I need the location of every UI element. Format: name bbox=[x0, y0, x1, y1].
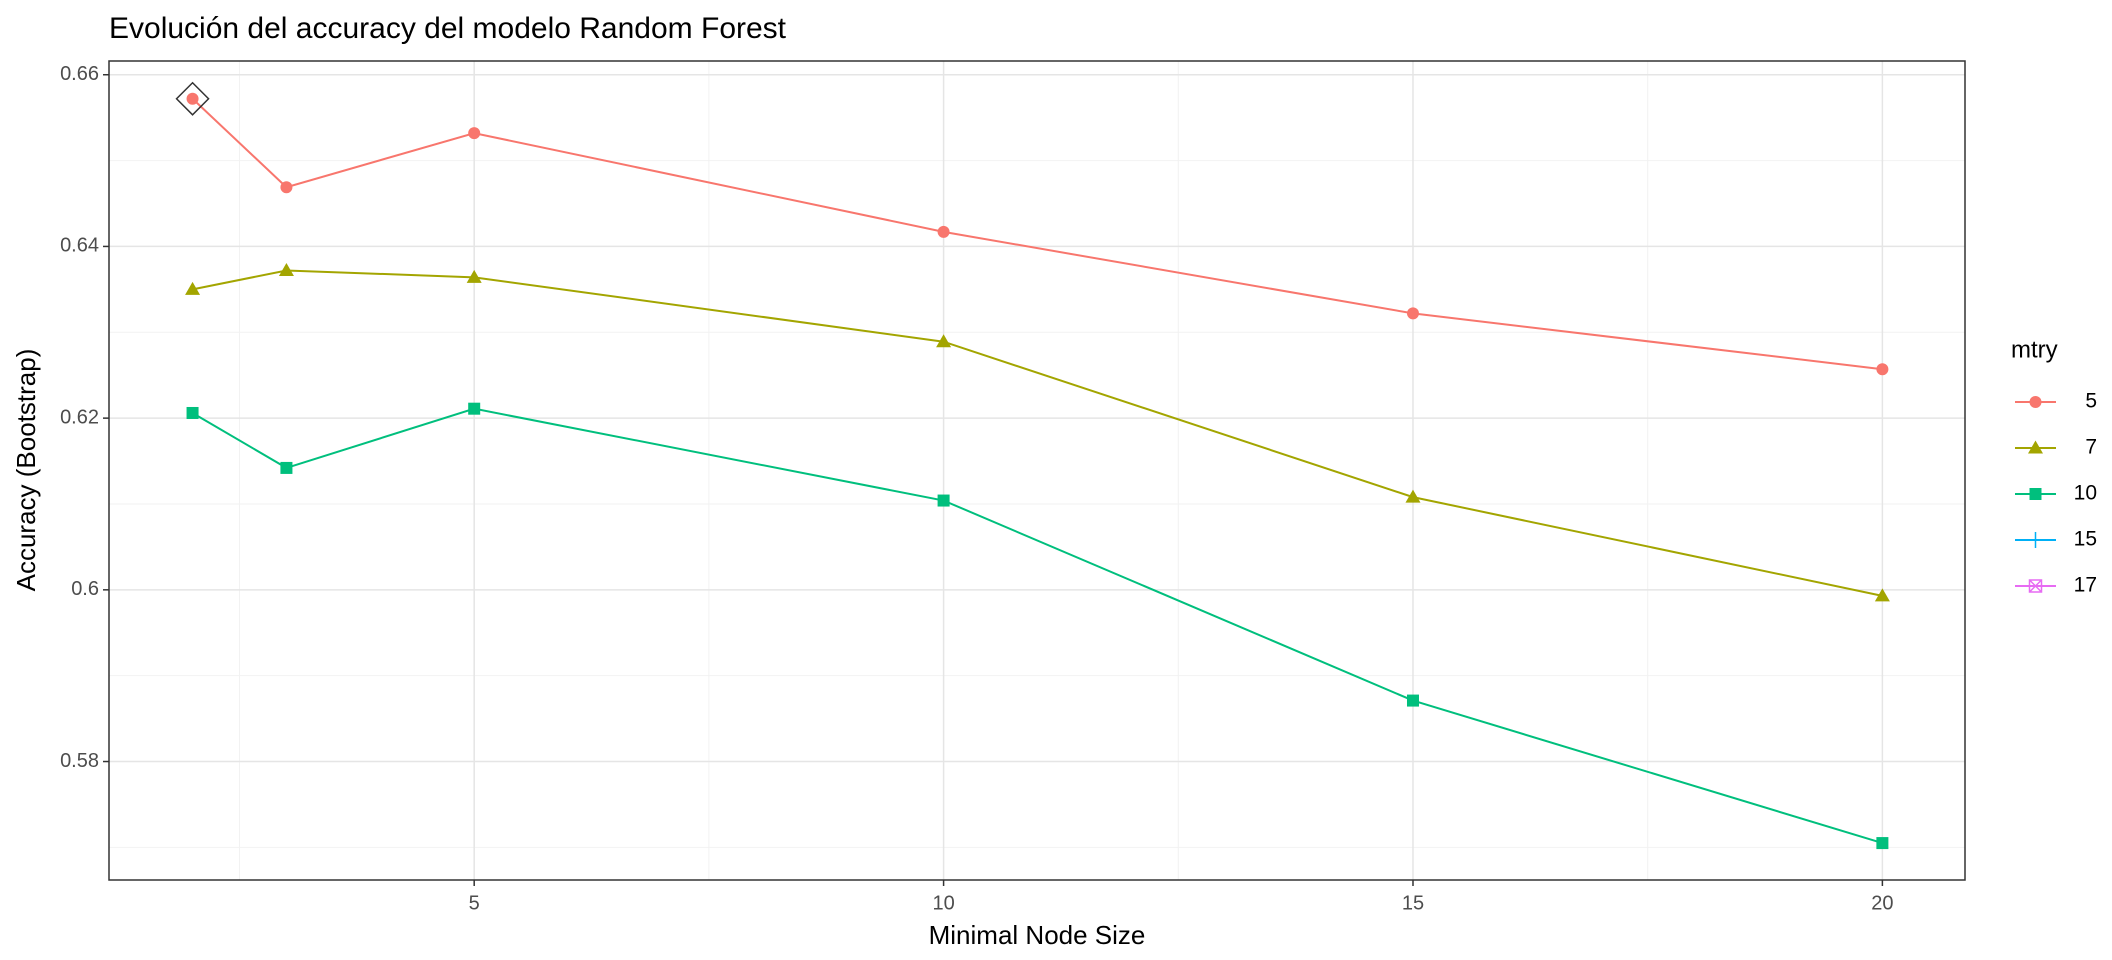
data-point bbox=[466, 269, 482, 283]
data-point bbox=[1876, 363, 1889, 376]
data-point bbox=[280, 181, 293, 194]
best-marker bbox=[175, 81, 210, 116]
chart-title: Evolución del accuracy del modelo Random… bbox=[109, 12, 787, 45]
data-point bbox=[468, 402, 481, 415]
data-point bbox=[1876, 837, 1889, 850]
data-point bbox=[185, 281, 201, 295]
data-point bbox=[937, 494, 950, 507]
y-tick-label: 0.66 bbox=[60, 63, 99, 85]
legend-label: 15 bbox=[2074, 528, 2097, 551]
x-tick-label: 20 bbox=[1871, 892, 1893, 914]
data-point bbox=[278, 262, 294, 276]
data-point bbox=[1406, 307, 1419, 320]
legend-key-marker bbox=[2028, 440, 2043, 454]
legend-key-marker bbox=[2029, 488, 2042, 500]
legend-label: 17 bbox=[2074, 574, 2097, 597]
data-point bbox=[936, 334, 952, 348]
x-tick-label: 5 bbox=[469, 892, 480, 914]
legend-label: 5 bbox=[2085, 390, 2097, 413]
data-point bbox=[1405, 489, 1421, 503]
data-point bbox=[468, 127, 481, 140]
legend-title: mtry bbox=[2011, 336, 2058, 363]
data-point bbox=[1406, 694, 1419, 707]
y-tick-label: 0.64 bbox=[60, 235, 99, 257]
legend-label: 7 bbox=[2085, 436, 2097, 459]
series-line bbox=[191, 98, 1883, 371]
legend-key-marker bbox=[2027, 532, 2044, 548]
data-point bbox=[186, 406, 199, 419]
data-point bbox=[280, 461, 293, 474]
legend-key-marker bbox=[2028, 579, 2043, 593]
x-tick-label: 15 bbox=[1402, 892, 1424, 914]
data-point bbox=[186, 92, 199, 105]
data-point bbox=[937, 225, 950, 238]
y-tick-label: 0.62 bbox=[60, 406, 99, 428]
x-tick-label: 10 bbox=[932, 892, 954, 914]
y-tick-label: 0.6 bbox=[71, 578, 99, 600]
series-line bbox=[192, 269, 1883, 597]
legend-label: 10 bbox=[2074, 482, 2097, 505]
series-line bbox=[192, 407, 1883, 845]
y-tick-label: 0.58 bbox=[60, 750, 99, 772]
legend-key-marker bbox=[2029, 396, 2042, 408]
y-axis-title: Accuracy (Bootstrap) bbox=[11, 349, 41, 592]
panel-border bbox=[108, 60, 1966, 881]
x-axis-title: Minimal Node Size bbox=[929, 920, 1146, 950]
data-point bbox=[1874, 588, 1890, 602]
